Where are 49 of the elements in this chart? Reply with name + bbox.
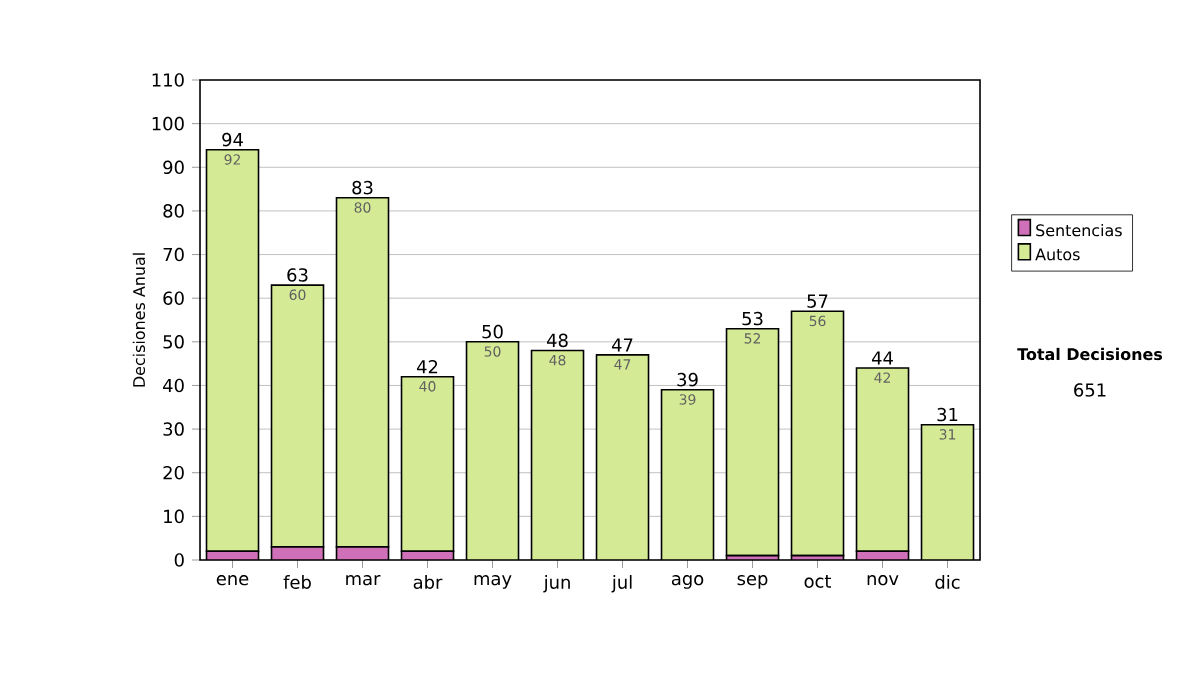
y-tick-label: 90 [163, 160, 184, 175]
y-tick-label: 100 [152, 116, 184, 131]
x-tick-label: abr [413, 575, 443, 589]
bar [790, 310, 845, 557]
x-tick-label: feb [283, 575, 311, 589]
bar [661, 389, 714, 560]
total-label: 44 [871, 351, 893, 365]
text: 651 [1074, 383, 1106, 397]
total-label: 63 [287, 268, 308, 282]
total-label: 48 [546, 333, 568, 348]
x-tick-label: may [474, 575, 512, 589]
total-label: 57 [807, 294, 828, 308]
bar [466, 341, 519, 560]
x-tick-label: oct [804, 575, 832, 588]
y-tick-label: 80 [163, 204, 184, 218]
bar [400, 375, 455, 553]
y-tick-label: 110 [152, 73, 184, 87]
bar [270, 284, 325, 548]
x-tick-label: nov [867, 575, 899, 586]
x-tick-label: sep [737, 575, 768, 589]
bar [920, 423, 975, 560]
x-tick-label: dic [935, 575, 960, 589]
y-tick-label: 70 [163, 247, 184, 262]
bar [531, 350, 584, 560]
x-tick-label: ene [216, 575, 249, 586]
total-label: 83 [352, 180, 373, 195]
bar [205, 149, 260, 553]
y-tick-label: 50 [163, 335, 184, 349]
x-tick-label: jul [611, 575, 632, 593]
total-label: 42 [416, 360, 438, 374]
y-tick-label: 10 [164, 509, 184, 524]
y-tick-label: 0 [174, 553, 184, 567]
y-tick-label: 30 [163, 422, 184, 436]
total-label: 39 [677, 372, 698, 387]
bar [725, 327, 780, 557]
total-label: 53 [742, 311, 763, 326]
x-tick-label: mar [346, 575, 381, 586]
total-label: 47 [611, 338, 633, 352]
y-tick-label: 20 [163, 465, 184, 480]
x-tick-label: ago [671, 575, 704, 589]
total-label: 94 [222, 132, 243, 147]
bar [335, 197, 390, 548]
x-tick-label: jun [543, 575, 570, 593]
bar [596, 354, 649, 560]
total-label: 31 [937, 407, 958, 422]
total-label: 50 [482, 324, 503, 339]
y-tick-label: 60 [163, 291, 184, 305]
y-tick-label: 40 [163, 378, 184, 393]
bar [855, 367, 910, 553]
